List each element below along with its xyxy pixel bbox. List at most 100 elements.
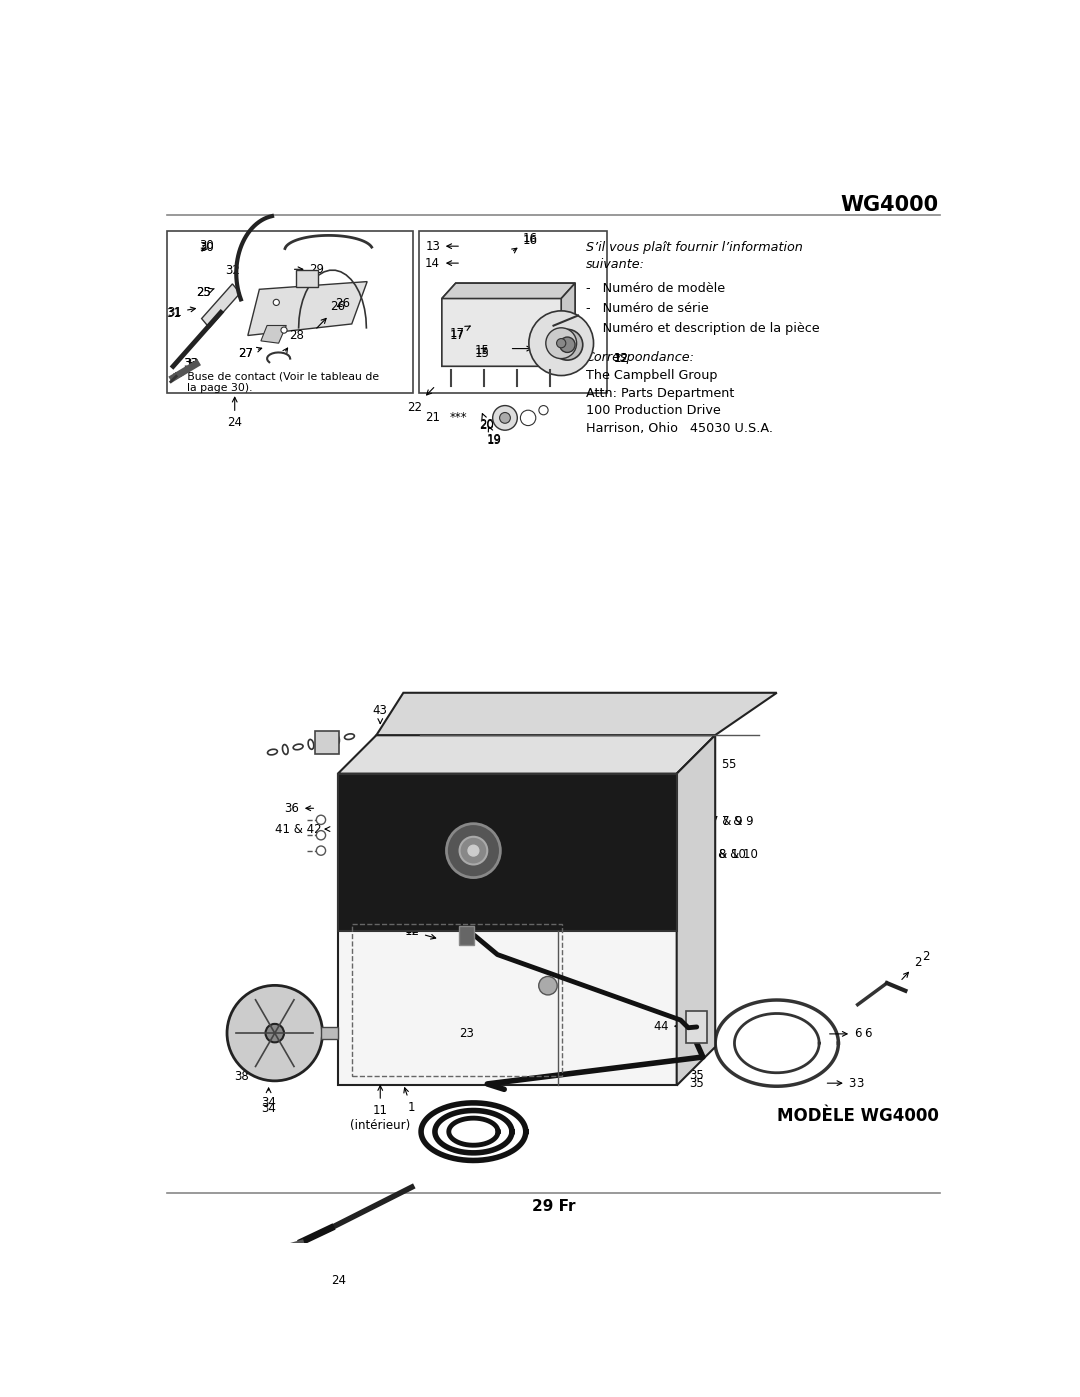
Text: 31: 31: [165, 307, 180, 320]
Polygon shape: [442, 284, 575, 366]
Polygon shape: [562, 284, 575, 366]
Text: 32: 32: [225, 264, 240, 278]
Text: 27: 27: [238, 346, 253, 359]
Circle shape: [227, 985, 323, 1081]
Bar: [352, 923, 562, 1076]
Text: 18: 18: [512, 342, 553, 355]
Text: 33: 33: [183, 358, 198, 370]
Bar: [321, 1027, 338, 1039]
Polygon shape: [377, 693, 777, 735]
Text: S’il vous plaît fournir l’information: S’il vous plaît fournir l’information: [585, 240, 802, 254]
Circle shape: [316, 847, 325, 855]
Text: 1: 1: [404, 1088, 415, 1113]
Text: 8 & 10: 8 & 10: [696, 848, 746, 861]
Text: 38: 38: [234, 1070, 249, 1083]
Bar: [686, 1011, 707, 1044]
Text: 24: 24: [332, 1274, 347, 1287]
Circle shape: [539, 405, 549, 415]
Circle shape: [545, 328, 577, 359]
Text: 25: 25: [197, 286, 212, 299]
Text: WG4000: WG4000: [840, 194, 939, 215]
Text: 25: 25: [197, 286, 214, 299]
Text: 34: 34: [261, 1088, 276, 1109]
Circle shape: [316, 831, 325, 840]
Polygon shape: [677, 735, 715, 1085]
Circle shape: [281, 327, 287, 334]
Polygon shape: [202, 284, 240, 328]
Text: 100 Production Drive: 100 Production Drive: [585, 404, 720, 418]
Text: 13: 13: [426, 240, 458, 253]
Text: 20: 20: [480, 414, 494, 430]
Text: 5: 5: [706, 759, 728, 771]
Circle shape: [556, 338, 566, 348]
Bar: [296, 270, 318, 286]
Text: 28: 28: [283, 330, 303, 353]
Text: 7 & 9: 7 & 9: [723, 814, 754, 828]
Circle shape: [529, 312, 594, 376]
Text: 33: 33: [185, 358, 199, 370]
Text: 41 & 42: 41 & 42: [274, 823, 329, 835]
Text: 20: 20: [480, 419, 494, 432]
Text: 39 & 40: 39 & 40: [527, 721, 605, 746]
Text: 17: 17: [449, 326, 470, 339]
Text: 16: 16: [512, 232, 538, 253]
Text: 12: 12: [405, 925, 435, 939]
Bar: [314, 731, 339, 754]
Bar: [338, 774, 677, 932]
Text: 26: 26: [335, 298, 350, 310]
Text: 22: 22: [407, 387, 434, 414]
Text: 29 Fr: 29 Fr: [531, 1199, 576, 1214]
Circle shape: [521, 411, 536, 426]
Text: 4: 4: [661, 1020, 689, 1032]
Bar: [459, 926, 474, 944]
Circle shape: [273, 299, 280, 306]
Text: 17: 17: [449, 330, 464, 342]
Circle shape: [460, 837, 487, 865]
Text: 3: 3: [827, 1077, 856, 1090]
Circle shape: [316, 816, 325, 824]
Text: 35: 35: [689, 1077, 704, 1090]
Text: 26: 26: [316, 300, 346, 328]
Text: 16: 16: [523, 233, 538, 246]
Text: 27: 27: [238, 346, 261, 359]
Text: 36: 36: [284, 802, 313, 814]
Circle shape: [500, 412, 511, 423]
Text: 3: 3: [856, 1077, 864, 1090]
Text: 23: 23: [459, 1027, 474, 1039]
Text: 7 & 9: 7 & 9: [697, 814, 743, 828]
Circle shape: [492, 405, 517, 430]
Text: -   Numéro de modèle: - Numéro de modèle: [585, 282, 725, 295]
Text: 11
(intérieur): 11 (intérieur): [350, 1085, 410, 1132]
Text: ***: ***: [450, 411, 468, 425]
Text: 29: 29: [295, 263, 325, 275]
Polygon shape: [247, 282, 367, 335]
Circle shape: [446, 824, 500, 877]
Text: 6: 6: [829, 1027, 862, 1041]
Text: 34: 34: [261, 1102, 276, 1115]
Text: 24: 24: [227, 397, 242, 429]
Text: Attn: Parts Department: Attn: Parts Department: [585, 387, 734, 400]
Text: The Campbell Group: The Campbell Group: [585, 369, 717, 381]
Text: 8 & 10: 8 & 10: [719, 848, 758, 861]
Circle shape: [266, 1024, 284, 1042]
Text: Correspondance:: Correspondance:: [585, 351, 694, 363]
Text: 6: 6: [864, 1027, 872, 1041]
Polygon shape: [442, 284, 575, 299]
Text: 21: 21: [426, 411, 441, 425]
Text: 2: 2: [921, 950, 929, 964]
Polygon shape: [338, 735, 715, 774]
Bar: [419, 231, 607, 393]
Text: -   Numéro et description de la pièce: - Numéro et description de la pièce: [585, 323, 820, 335]
Text: 15: 15: [474, 346, 489, 359]
Text: 30: 30: [200, 242, 214, 254]
Text: 19: 19: [487, 434, 502, 447]
Text: 4: 4: [653, 1020, 661, 1032]
Circle shape: [539, 977, 557, 995]
Text: Harrison, Ohio   45030 U.S.A.: Harrison, Ohio 45030 U.S.A.: [585, 422, 773, 434]
Text: ** Buse de contact (Voir le tableau de
    la page 30).: ** Buse de contact (Voir le tableau de l…: [173, 372, 379, 394]
Text: 15: 15: [474, 345, 489, 358]
Text: 38: 38: [244, 1053, 269, 1077]
Text: 12: 12: [405, 922, 420, 936]
Text: 2: 2: [902, 956, 921, 979]
Text: 37: 37: [273, 1024, 299, 1037]
